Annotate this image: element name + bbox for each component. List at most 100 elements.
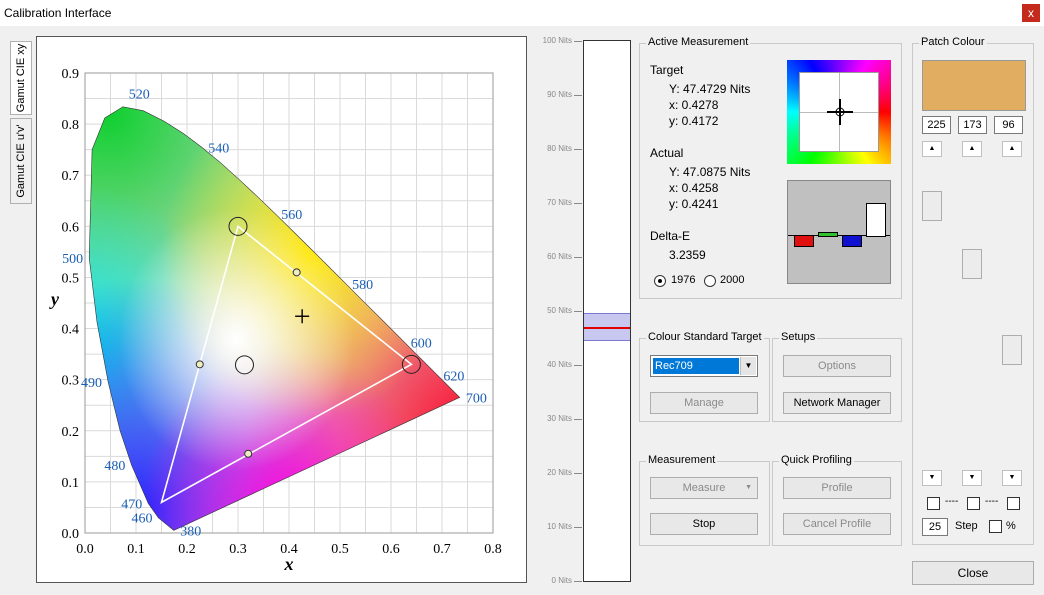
wavelength-label: 490 — [81, 376, 102, 391]
x-tick-label: 0.6 — [382, 542, 400, 557]
chevron-down-icon[interactable]: ▼ — [740, 357, 756, 375]
blue-slider-thumb[interactable] — [1002, 334, 1022, 365]
tab-gamut-cie-uv[interactable]: Gamut CIE u'v' — [10, 118, 32, 204]
red-slider[interactable]: ▲ ▼ — [922, 141, 942, 486]
wavelength-label: 380 — [180, 524, 201, 539]
close-button[interactable]: Close — [912, 561, 1034, 585]
step-label: Step — [955, 520, 978, 532]
arrow-down-icon[interactable]: ▼ — [922, 470, 942, 486]
wavelength-label: 460 — [131, 512, 152, 527]
colour-standard-select[interactable]: Rec709 ▼ — [650, 355, 758, 377]
target-x-value: x: 0.4278 — [669, 98, 719, 112]
profile-button[interactable]: Profile — [783, 477, 891, 499]
x-tick-label: 0.1 — [127, 542, 145, 557]
radio-1976[interactable] — [654, 275, 666, 287]
bar-white — [866, 203, 886, 237]
luminance-actual-line — [584, 327, 630, 329]
active-measurement-group: Active Measurement Target Y: 47.4729 Nit… — [639, 36, 902, 299]
link-checkbox-3[interactable] — [1007, 497, 1020, 510]
y-tick-label: 0.4 — [62, 323, 80, 338]
cie-chart[interactable]: 520 540 560 580 600 620 700 500 490 480 470 460 380 … — [36, 36, 527, 583]
step-value-field[interactable]: 25 — [922, 518, 948, 536]
cie-chart-svg: 520540560580600620700500490480470460380 … — [49, 67, 502, 574]
measure-button[interactable]: Measure ▼ — [650, 477, 758, 499]
y-tick-label: 0.9 — [62, 67, 80, 82]
wavelength-label: 580 — [352, 278, 373, 293]
delta-e-value: 3.2359 — [669, 248, 706, 262]
network-manager-button[interactable]: Network Manager — [783, 392, 891, 414]
luminance-tick-label: 90 Nits — [547, 90, 572, 99]
wavelength-label: 470 — [121, 497, 142, 512]
red-value-field[interactable]: 225 — [922, 116, 951, 134]
window-close-button[interactable]: x — [1022, 4, 1040, 22]
selected-standard: Rec709 — [653, 358, 739, 374]
wavelength-label: 540 — [208, 142, 229, 157]
blue-slider[interactable]: ▲ ▼ — [1002, 141, 1022, 486]
target-Y-value: Y: 47.4729 Nits — [669, 82, 751, 96]
green-value-field[interactable]: 173 — [958, 116, 987, 134]
luminance-tick-label: 10 Nits — [547, 522, 572, 531]
luminance-tick — [574, 419, 582, 420]
y-tick-label: 0.1 — [62, 476, 80, 491]
link-checkbox-1[interactable] — [927, 497, 940, 510]
luminance-tick — [574, 203, 582, 204]
radio-1976-label: 1976 — [671, 274, 696, 286]
group-title: Quick Profiling — [779, 454, 854, 466]
wavelength-label: 600 — [411, 336, 432, 351]
patch-colour-swatch — [922, 60, 1026, 111]
luminance-tick — [574, 257, 582, 258]
plot-frame — [84, 72, 494, 534]
arrow-up-icon[interactable]: ▲ — [1002, 141, 1022, 157]
red-slider-thumb[interactable] — [922, 190, 942, 221]
arrow-down-icon[interactable]: ▼ — [1002, 470, 1022, 486]
arrow-up-icon[interactable]: ▲ — [922, 141, 942, 157]
actual-Y-value: Y: 47.0875 Nits — [669, 165, 751, 179]
group-title: Colour Standard Target — [646, 331, 764, 343]
y-tick-label: 0.2 — [62, 425, 80, 440]
radio-2000[interactable] — [704, 275, 716, 287]
link-dashes-2: ---- — [985, 496, 999, 507]
x-tick-label: 0.0 — [76, 542, 94, 557]
luminance-tick-label: 40 Nits — [547, 360, 572, 369]
luminance-tick — [574, 473, 582, 474]
tab-label: Gamut CIE u'v' — [15, 124, 27, 198]
percent-label: % — [1006, 520, 1016, 532]
tab-gamut-cie-xy[interactable]: Gamut CIE xy — [10, 41, 32, 115]
measurement-group: Measurement Measure ▼ Stop — [639, 454, 770, 546]
y-tick-label: 0.6 — [62, 220, 80, 235]
options-button[interactable]: Options — [783, 355, 891, 377]
wavelength-label: 520 — [129, 88, 150, 103]
white-point-marker — [234, 355, 254, 375]
manage-button[interactable]: Manage — [650, 392, 758, 414]
wavelength-label: 560 — [281, 208, 302, 223]
green-slider[interactable]: ▲ ▼ — [962, 141, 982, 486]
wavelength-label: 620 — [443, 370, 464, 385]
luminance-tick-label: 100 Nits — [542, 36, 572, 45]
luminance-tick — [574, 365, 582, 366]
delta-e-label: Delta-E — [650, 229, 691, 243]
group-title: Active Measurement — [646, 36, 751, 48]
stop-button[interactable]: Stop — [650, 513, 758, 535]
radio-2000-label: 2000 — [720, 274, 745, 286]
chromaticity-locus — [89, 106, 460, 531]
y-tick-label: 0.3 — [62, 374, 80, 389]
percent-checkbox[interactable] — [989, 520, 1002, 533]
wavelength-label: 700 — [466, 392, 487, 407]
x-tick-label: 0.4 — [280, 542, 298, 557]
colour-standard-group: Colour Standard Target Rec709 ▼ Manage — [639, 331, 770, 422]
blue-value-field[interactable]: 96 — [994, 116, 1023, 134]
link-checkbox-2[interactable] — [967, 497, 980, 510]
green-slider-thumb[interactable] — [962, 248, 982, 279]
x-tick-label: 0.2 — [178, 542, 196, 557]
crosshair-icon — [827, 99, 853, 125]
luminance-tick — [574, 149, 582, 150]
x-tick-label: 0.5 — [331, 542, 349, 557]
cancel-profile-button[interactable]: Cancel Profile — [783, 513, 891, 535]
arrow-up-icon[interactable]: ▲ — [962, 141, 982, 157]
group-title: Patch Colour — [919, 36, 987, 48]
luminance-bar — [583, 40, 631, 582]
arrow-down-icon[interactable]: ▼ — [962, 470, 982, 486]
bar-green — [818, 231, 838, 237]
rgb-balance-chart — [787, 180, 891, 284]
